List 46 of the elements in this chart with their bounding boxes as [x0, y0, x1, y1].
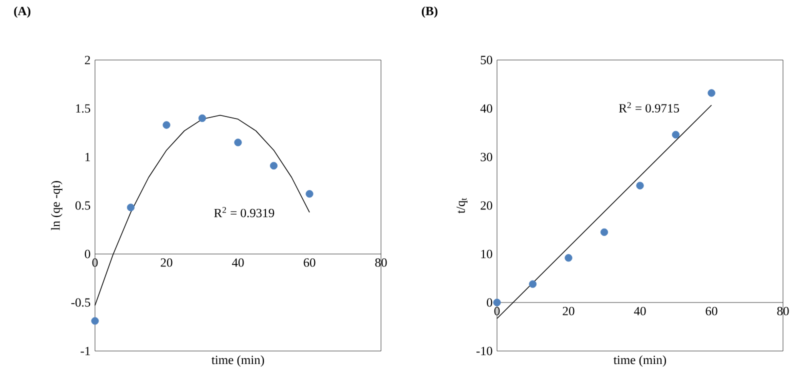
- point: [162, 121, 170, 129]
- y-tick-label: 30: [480, 152, 492, 162]
- x-tick-label: 40: [634, 306, 646, 316]
- x-tick-label: 0: [494, 306, 500, 316]
- point: [636, 182, 644, 190]
- y-tick-label: 0.5: [75, 201, 90, 210]
- chart-title: (A): [14, 6, 30, 18]
- x-axis-title: time (min): [212, 355, 264, 367]
- x-tick-label: 0: [92, 258, 98, 267]
- y-tick-label: 10: [481, 250, 492, 258]
- point: [270, 162, 278, 170]
- point: [600, 228, 608, 236]
- x-axis-title: time (min): [614, 355, 666, 367]
- y-tick-label: 40: [480, 104, 492, 113]
- point: [708, 89, 716, 97]
- point: [564, 254, 572, 262]
- y-tick-label: 20: [480, 201, 492, 210]
- x-tick-label: 20: [562, 306, 574, 316]
- y-tick-label: 0: [486, 298, 492, 307]
- y-axis-title: ln (qe -qt): [50, 181, 62, 230]
- y-axis-title: t/q$_{t}$: [456, 198, 468, 214]
- y-tick-label: 2: [84, 56, 90, 64]
- y-tick-label: -10: [476, 346, 492, 356]
- x-tick-label: 80: [375, 258, 387, 267]
- annotation: R$^{2}$ = 0.9319: [214, 207, 274, 218]
- x-tick-label: 80: [777, 306, 789, 316]
- annotation: R$^{2}$ = 0.9715: [618, 102, 680, 113]
- x-tick-label: 40: [232, 258, 244, 267]
- x-tick-label: 20: [160, 258, 172, 267]
- y-tick-label: 1.5: [76, 104, 90, 113]
- point: [306, 190, 314, 198]
- y-tick-label: 50: [480, 56, 492, 64]
- chart-title: (B): [422, 6, 438, 18]
- x-tick-label: 60: [304, 258, 316, 267]
- y-tick-label: -1: [80, 346, 90, 356]
- point: [198, 114, 206, 122]
- point: [672, 130, 680, 138]
- y-tick-label: 1: [85, 152, 90, 162]
- point: [91, 317, 99, 325]
- x-tick-label: 60: [706, 306, 718, 316]
- point: [234, 138, 242, 146]
- point: [493, 298, 501, 306]
- y-tick-label: -0.5: [71, 298, 90, 307]
- y-tick-label: 0: [84, 250, 90, 258]
- point: [528, 280, 537, 288]
- point: [126, 204, 135, 212]
